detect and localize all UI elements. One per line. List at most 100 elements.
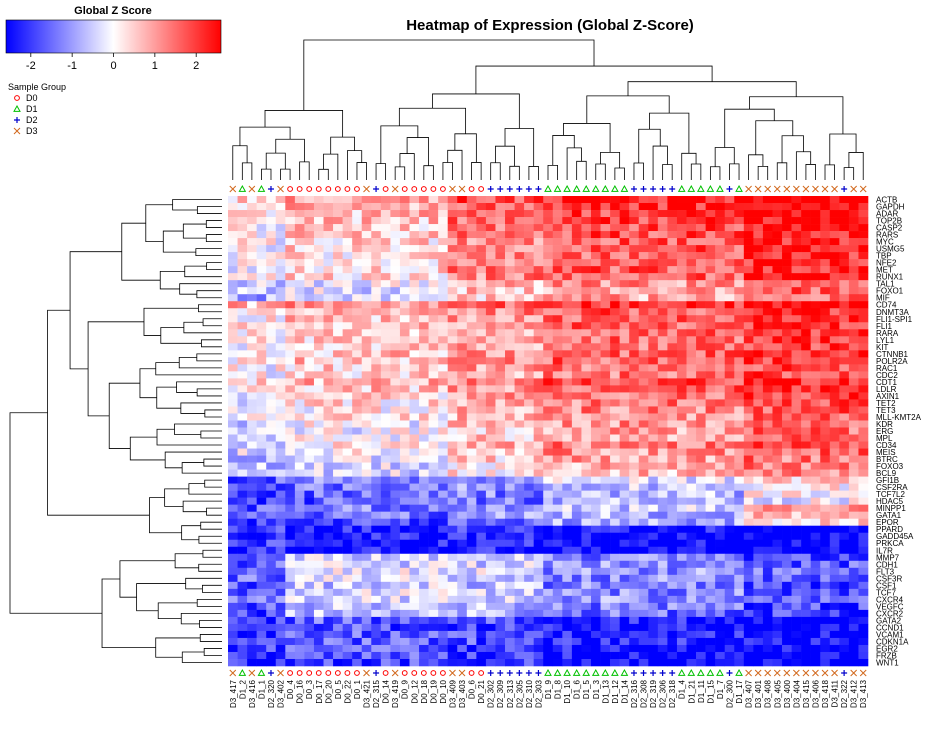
heatmap-cell	[696, 329, 706, 337]
heatmap-cell	[801, 518, 811, 526]
heatmap-cell	[610, 420, 620, 428]
heatmap-cell	[772, 196, 783, 204]
heatmap-cell	[390, 350, 401, 358]
heatmap-cell	[801, 399, 811, 407]
heatmap-cell	[581, 525, 592, 534]
heatmap-cell	[810, 588, 821, 597]
heatmap-cell	[313, 245, 324, 253]
heatmap-cell	[724, 525, 735, 534]
heatmap-cell	[514, 210, 525, 218]
heatmap-cell	[629, 385, 640, 393]
heatmap-cell	[848, 413, 859, 421]
heatmap-cell	[524, 658, 534, 667]
heatmap-cell	[839, 350, 850, 358]
heatmap-cell	[399, 280, 410, 288]
heatmap-cell	[667, 231, 678, 239]
heatmap-cell	[705, 455, 716, 463]
heatmap-cell	[323, 399, 334, 407]
heatmap-cell	[743, 637, 754, 646]
heatmap-cell	[380, 609, 391, 618]
heatmap-cell	[552, 630, 563, 639]
heatmap-cell	[772, 378, 783, 386]
heatmap-cell	[447, 210, 458, 218]
heatmap-cell	[361, 455, 372, 463]
heatmap-cell	[380, 483, 391, 491]
column-label: D3_401	[754, 679, 763, 708]
column-label: D0_19	[429, 679, 438, 703]
heatmap-cell	[543, 574, 554, 583]
heatmap-cell	[399, 224, 410, 232]
heatmap-cell	[228, 406, 238, 414]
heatmap-cell	[762, 287, 773, 295]
heatmap-cell	[543, 483, 554, 491]
heatmap-cell	[571, 581, 582, 590]
heatmap-cell	[820, 336, 831, 344]
heatmap-cell	[667, 595, 678, 604]
heatmap-cell	[667, 196, 678, 204]
heatmap-cell	[858, 623, 869, 632]
heatmap-cell	[438, 287, 448, 295]
heatmap-cell	[285, 462, 296, 470]
heatmap-cell	[820, 462, 831, 470]
heatmap-cell	[533, 364, 544, 372]
heatmap-cell	[581, 553, 592, 562]
heatmap-cell	[361, 266, 372, 274]
heatmap-cell	[657, 427, 668, 435]
heatmap-cell	[514, 658, 525, 667]
heatmap-cell	[419, 406, 429, 414]
heatmap-cell	[590, 539, 601, 548]
heatmap-cell	[829, 350, 840, 358]
heatmap-cell	[371, 574, 382, 583]
heatmap-cell	[590, 245, 601, 253]
heatmap-cell	[485, 329, 496, 337]
heatmap-cell	[638, 280, 649, 288]
heatmap-cell	[848, 504, 859, 512]
heatmap-cell	[543, 539, 554, 548]
column-dendrogram-branch	[805, 164, 816, 180]
heatmap-cell	[256, 658, 267, 667]
heatmap-cell	[743, 588, 754, 597]
heatmap-cell	[256, 588, 267, 597]
heatmap-cell	[361, 364, 372, 372]
heatmap-cell	[810, 644, 821, 653]
heatmap-cell	[829, 504, 840, 512]
heatmap-cell	[466, 231, 477, 239]
heatmap-cell	[705, 525, 716, 534]
heatmap-cell	[676, 532, 687, 541]
heatmap-cell	[581, 266, 592, 274]
heatmap-cell	[705, 315, 716, 323]
heatmap-cell	[505, 252, 515, 260]
heatmap-cell	[380, 196, 391, 204]
heatmap-cell	[686, 245, 697, 253]
heatmap-cell	[772, 266, 783, 274]
heatmap-cell	[782, 259, 792, 267]
heatmap-cell	[829, 413, 840, 421]
heatmap-cell	[782, 301, 792, 309]
heatmap-cell	[237, 343, 248, 351]
heatmap-cell	[590, 490, 601, 498]
heatmap-cell	[361, 343, 372, 351]
heatmap-cell	[743, 252, 754, 260]
heatmap-cell	[782, 616, 792, 625]
heatmap-cell	[543, 203, 554, 211]
heatmap-cell	[495, 371, 506, 379]
heatmap-cell	[505, 637, 515, 646]
heatmap-cell	[266, 294, 277, 302]
heatmap-cell	[409, 595, 420, 604]
heatmap-cell	[848, 336, 859, 344]
legend-label-d2: D2	[26, 115, 38, 125]
heatmap-cell	[476, 287, 487, 295]
heatmap-cell	[285, 378, 296, 386]
column-dendrogram-branch	[627, 81, 797, 97]
heatmap-cell	[409, 287, 420, 295]
heatmap-cell	[505, 357, 515, 365]
heatmap-cell	[619, 462, 630, 470]
heatmap-cell	[791, 462, 802, 470]
heatmap-cell	[275, 588, 286, 597]
heatmap-cell	[753, 266, 764, 274]
heatmap-cell	[619, 511, 630, 519]
heatmap-cell	[495, 287, 506, 295]
heatmap-cell	[495, 546, 506, 555]
heatmap-cell	[629, 630, 640, 639]
